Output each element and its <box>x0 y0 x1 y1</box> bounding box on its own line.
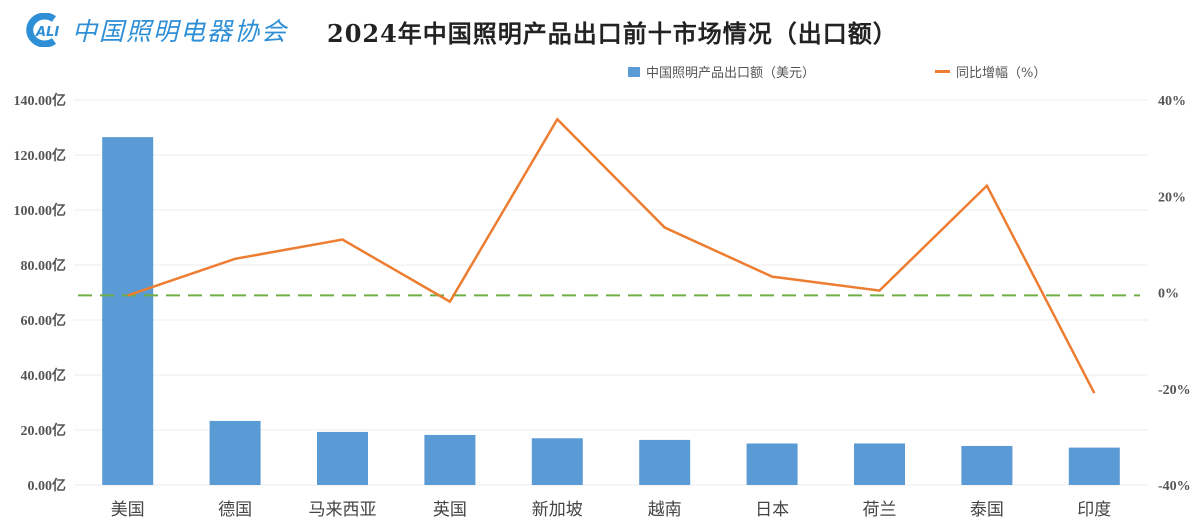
x-axis-category-label: 日本 <box>755 500 789 520</box>
left-axis-tick-label: 60.00亿 <box>21 312 67 329</box>
legend-bar-label: 中国照明产品出口额（美元） <box>646 66 816 81</box>
legend-line-swatch-icon <box>935 70 950 73</box>
x-axis-category-label: 美国 <box>111 500 145 520</box>
right-axis-tick-label: -40% <box>1158 479 1191 494</box>
x-axis-category-label: 泰国 <box>970 500 1004 520</box>
left-axis-tick-label: 80.00亿 <box>21 257 67 274</box>
bar <box>961 445 1013 485</box>
left-axis-tick-label: 140.00亿 <box>14 92 67 109</box>
logo-text: 中国照明电器协会 <box>72 17 289 46</box>
left-axis-tick-label: 40.00亿 <box>21 367 67 384</box>
x-axis-category-label: 新加坡 <box>532 500 583 520</box>
right-axis-tick-label: -20% <box>1158 383 1191 398</box>
right-axis-tick-label: 0% <box>1158 287 1179 302</box>
right-axis-tick-label: 40% <box>1158 94 1186 109</box>
left-axis-tick-label: 100.00亿 <box>14 202 67 219</box>
legend-item-bar: 中国照明产品出口额（美元） <box>628 62 815 81</box>
x-axis-category-label: 荷兰 <box>863 500 897 520</box>
left-axis-tick-label: 20.00亿 <box>21 422 67 439</box>
bar <box>1068 447 1120 485</box>
chart-title: 2024年中国照明产品出口前十市场情况（出口额） <box>327 19 898 48</box>
cali-logo-icon: ALI <box>24 12 68 48</box>
legend-item-line: 同比增幅（%） <box>935 62 1046 81</box>
x-axis-category-label: 英国 <box>433 500 467 520</box>
legend-line-label: 同比增幅（%） <box>956 66 1047 81</box>
x-axis-category-label: 越南 <box>648 500 682 520</box>
bar <box>531 438 583 485</box>
right-axis-tick-label: 20% <box>1158 190 1186 205</box>
svg-text:ALI: ALI <box>35 25 59 40</box>
bar <box>209 420 261 485</box>
x-axis-category-label: 马来西亚 <box>309 500 377 520</box>
legend-bar-swatch-icon <box>628 66 640 77</box>
bar <box>317 431 368 485</box>
logo: ALI 中国照明电器协会 <box>24 12 288 48</box>
x-axis-category-label: 印度 <box>1077 500 1111 520</box>
bar <box>639 439 691 485</box>
x-axis-category-label: 德国 <box>218 500 252 520</box>
bar <box>424 434 476 485</box>
bar <box>746 443 798 485</box>
bar <box>854 443 905 485</box>
growth-line <box>127 117 1096 394</box>
left-axis-tick-label: 120.00亿 <box>14 147 67 164</box>
bar <box>102 137 154 485</box>
left-axis-tick-label: 0.00亿 <box>28 477 67 494</box>
